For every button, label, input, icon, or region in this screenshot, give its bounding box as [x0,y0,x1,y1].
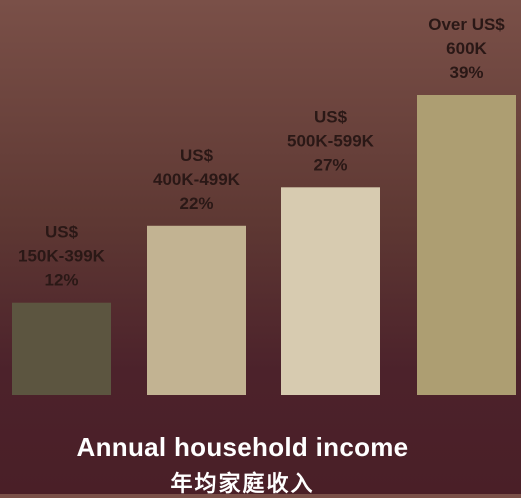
bar-4-label-line-3: 39% [449,63,483,82]
bar-chart: US$ 150K-399K 12% US$ 400K-499K 22% US$ 500K-59… [12,15,516,395]
bar-1 [12,302,111,395]
bar-3-label-line-2: 500K-599K [287,131,375,150]
bar-4 [417,95,516,395]
bar-4-label-line-1: Over US$ [428,15,505,34]
bar-3-label-line-1: US$ [314,107,348,126]
bar-2-label-line-2: 400K-499K [153,170,241,189]
bar-4-label-line-2: 600K [446,39,487,58]
bar-2-label-line-3: 22% [179,194,213,213]
bar-1-label-line-1: US$ [45,223,79,242]
x-axis-title-chinese: 年均家庭收入 [170,471,315,496]
bar-1-label-line-2: 150K-399K [18,247,106,266]
bar-3-label-line-3: 27% [313,155,347,174]
bar-1-label-line-3: 12% [44,271,78,290]
x-axis-title: Annual household income [76,432,409,462]
bar-2 [147,225,246,395]
bar-2-label-line-1: US$ [180,146,214,165]
bar-3 [281,187,380,395]
